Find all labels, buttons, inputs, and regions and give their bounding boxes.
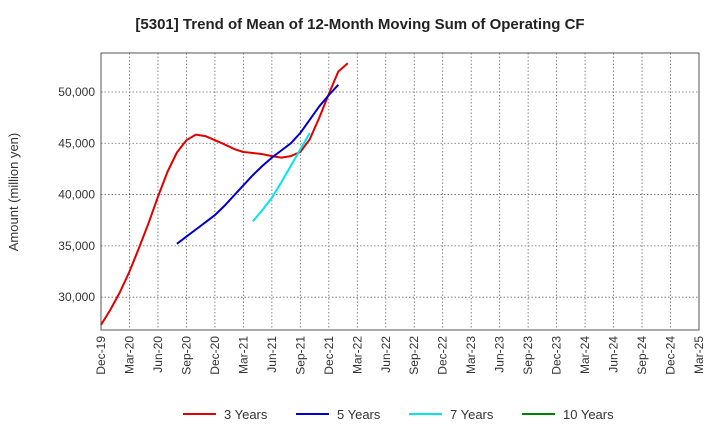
x-tick-label: Jun-23 <box>493 336 507 373</box>
x-tick-label: Mar-25 <box>692 336 706 374</box>
legend: 3 Years 5 Years 7 Years 10 Years <box>183 407 614 422</box>
legend-label: 7 Years <box>450 407 494 422</box>
x-tick-label: Sep-20 <box>179 336 193 375</box>
x-tick-label: Mar-21 <box>236 336 250 374</box>
x-tick-label: Dec-23 <box>550 336 564 375</box>
x-tick-label: Jun-20 <box>151 336 165 373</box>
y-axis-label: Amount (million yen) <box>6 133 21 252</box>
x-tick-label: Dec-19 <box>94 336 108 375</box>
series-lines <box>100 62 349 326</box>
legend-item: 5 Years <box>296 407 381 422</box>
y-tick-label: 35,000 <box>58 239 95 253</box>
legend-label: 5 Years <box>337 407 381 422</box>
x-tick-label: Mar-20 <box>122 336 136 374</box>
x-tick-label: Mar-22 <box>350 336 364 374</box>
y-tick-label: 30,000 <box>58 290 95 304</box>
x-tick-label: Jun-21 <box>265 336 279 373</box>
x-tick-label: Jun-24 <box>607 336 621 373</box>
legend-item: 10 Years <box>522 407 614 422</box>
grid-lines <box>101 53 699 330</box>
y-tick-label: 50,000 <box>58 85 95 99</box>
x-tick-label: Mar-23 <box>464 336 478 374</box>
legend-label: 3 Years <box>224 407 268 422</box>
legend-item: 3 Years <box>183 407 268 422</box>
x-tick-label: Sep-22 <box>407 336 421 375</box>
legend-label: 10 Years <box>563 407 614 422</box>
legend-item: 7 Years <box>409 407 494 422</box>
plot-frame <box>100 52 700 331</box>
x-tick-label: Jun-22 <box>379 336 393 373</box>
x-tick-label: Dec-21 <box>322 336 336 375</box>
x-tick-label: Sep-21 <box>293 336 307 375</box>
series-line-7-years <box>252 132 311 222</box>
y-tick-label: 40,000 <box>58 188 95 202</box>
y-tick-label: 45,000 <box>58 136 95 150</box>
x-tick-label: Sep-24 <box>635 336 649 375</box>
series-line-3-years <box>100 62 349 326</box>
x-tick-label: Mar-24 <box>578 336 592 374</box>
x-tick-label: Dec-22 <box>436 336 450 375</box>
x-tick-label: Dec-24 <box>664 336 678 375</box>
chart-title: [5301] Trend of Mean of 12-Month Moving … <box>135 16 584 33</box>
x-tick-label: Sep-23 <box>521 336 535 375</box>
series-line-5-years <box>176 84 340 245</box>
axes: Dec-19 Mar-20 Jun-20 Sep-20 Dec-20 Mar-21 Jun-… <box>58 52 706 375</box>
x-tick-label: Dec-20 <box>208 336 222 375</box>
